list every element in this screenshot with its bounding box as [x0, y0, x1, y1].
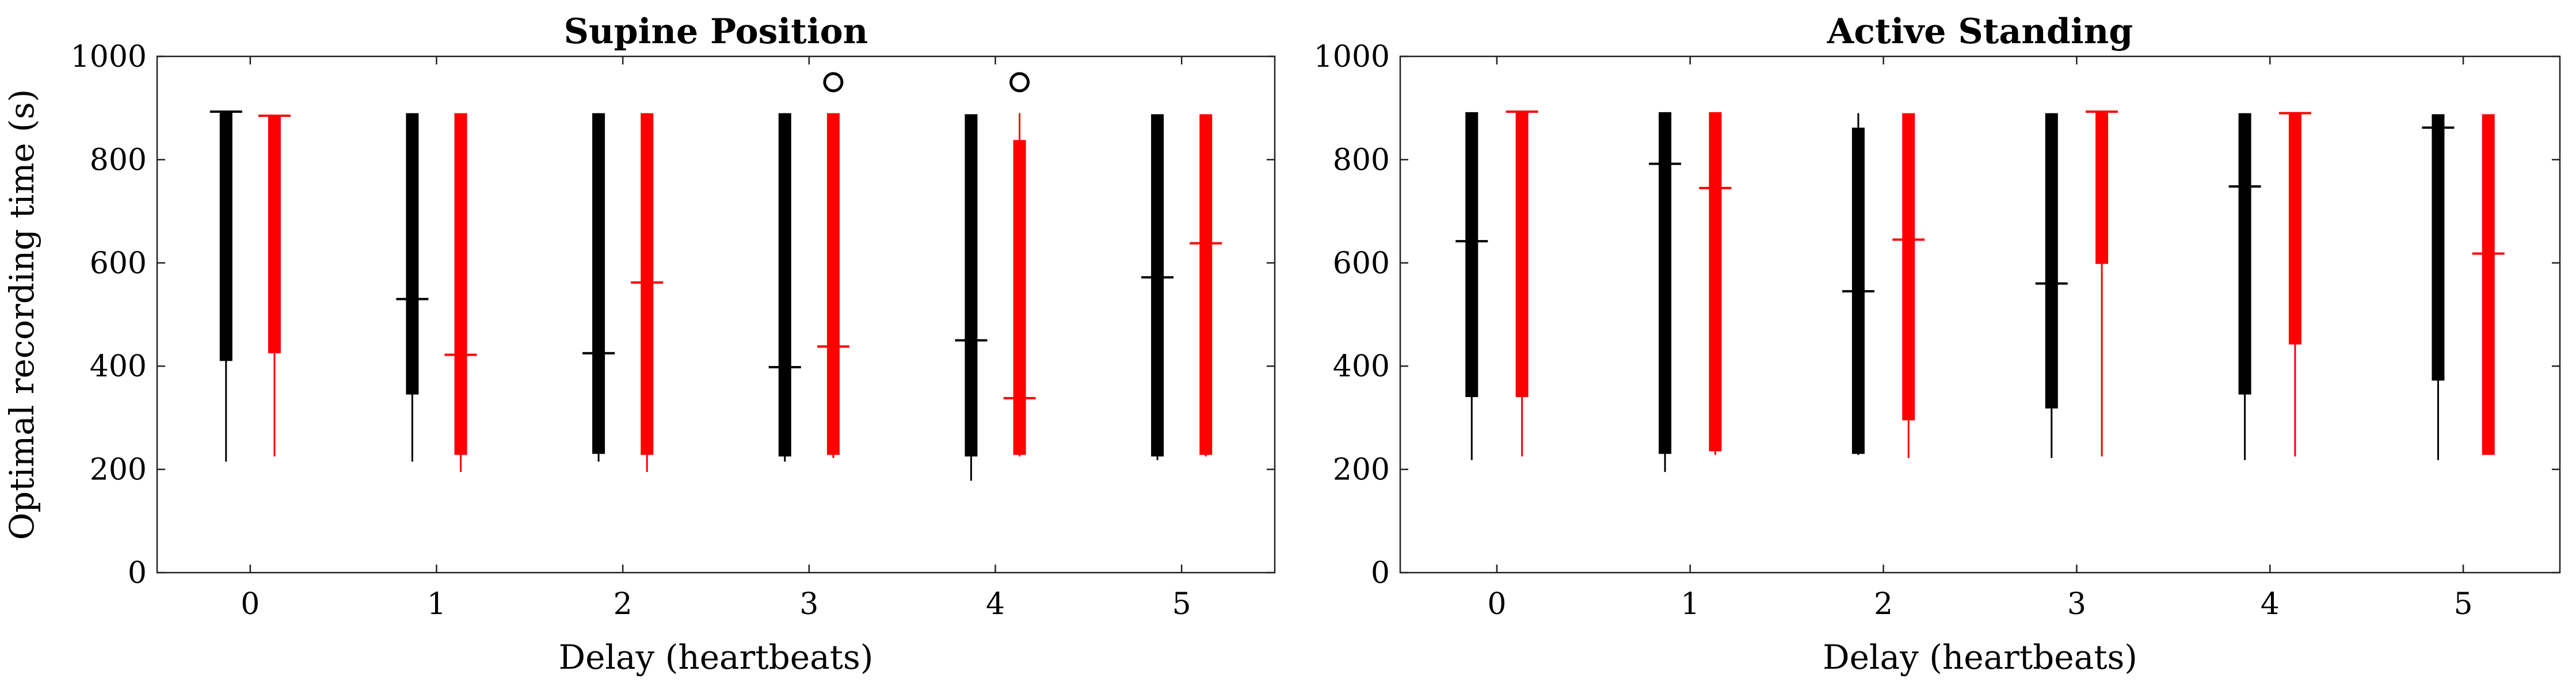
box	[2045, 113, 2058, 409]
y-tick-label: 0	[128, 556, 147, 590]
box	[2432, 114, 2445, 381]
x-tick-label: 1	[1681, 587, 1699, 622]
box	[1199, 114, 1213, 455]
panel-supine-position: Supine Position Delay (heartbeats) Optim…	[2, 12, 1276, 677]
box	[454, 113, 467, 455]
x-tick-label: 2	[613, 587, 632, 622]
x-tick-label: 0	[241, 587, 260, 622]
box	[2238, 113, 2251, 395]
y-tick-label: 400	[90, 349, 147, 384]
y-tick-label: 600	[90, 246, 147, 281]
x-tick-label: 5	[1172, 587, 1191, 622]
plot-frame	[1399, 55, 2561, 574]
x-tick-label: 4	[2261, 587, 2280, 622]
box	[826, 113, 840, 455]
x-tick-label: 4	[986, 587, 1005, 622]
y-tick-label: 1000	[1314, 40, 1390, 74]
box	[1902, 113, 1915, 421]
chart-title: Supine Position	[564, 12, 868, 52]
box	[641, 113, 654, 455]
y-tick-label: 800	[1333, 143, 1390, 177]
x-axis-label: Delay (heartbeats)	[1823, 638, 2137, 677]
box	[219, 111, 233, 361]
x-axis-label: Delay (heartbeats)	[559, 638, 874, 677]
box	[2288, 113, 2301, 345]
y-tick-label: 1000	[71, 40, 147, 74]
box	[268, 116, 281, 353]
panel-active-standing: Active Standing Delay (heartbeats) 0 200 4…	[1314, 12, 2561, 677]
chart-title: Active Standing	[1827, 12, 2133, 52]
box	[1515, 111, 1529, 398]
x-tick-label: 3	[2067, 587, 2086, 622]
x-tick-label: 2	[1874, 587, 1893, 622]
x-tick-label: 3	[799, 587, 818, 622]
box	[592, 113, 605, 454]
x-tick-label: 5	[2454, 587, 2473, 622]
box	[1709, 112, 1722, 452]
box	[778, 113, 791, 457]
box	[1151, 114, 1164, 457]
y-tick-label: 400	[1333, 349, 1390, 384]
y-tick-label: 200	[1333, 453, 1390, 487]
y-tick-label: 200	[90, 453, 147, 487]
box	[2482, 114, 2495, 455]
y-axis-label: Optimal recording time (s)	[2, 89, 41, 540]
box	[2095, 111, 2109, 264]
y-tick-label: 800	[90, 143, 147, 177]
x-tick-label: 0	[1487, 587, 1506, 622]
box	[965, 114, 978, 457]
x-tick-label: 1	[427, 587, 446, 622]
box	[1659, 112, 1672, 454]
plot-frame	[156, 55, 1276, 574]
y-tick-label: 0	[1371, 556, 1390, 590]
box	[406, 113, 419, 395]
y-tick-label: 600	[1333, 246, 1390, 281]
box	[1013, 140, 1026, 455]
outlier-point	[823, 72, 844, 93]
box	[1465, 112, 1478, 398]
outlier-point	[1009, 72, 1030, 93]
